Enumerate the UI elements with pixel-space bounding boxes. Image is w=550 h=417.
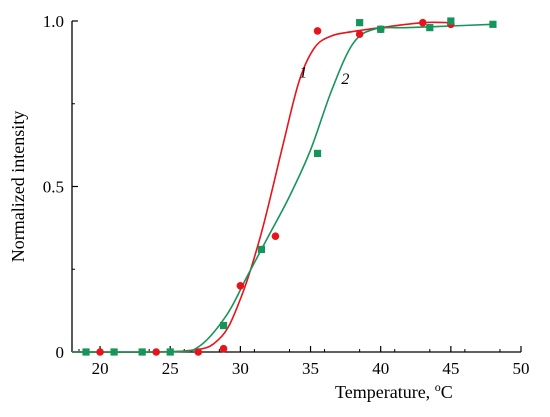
data-point-series-2: [426, 24, 434, 32]
data-point-series-1: [96, 348, 104, 356]
fit-curve-2: [71, 23, 493, 353]
x-tick-label: 35: [302, 359, 319, 378]
y-tick-label: 0.5: [43, 178, 64, 197]
data-point-series-1: [194, 348, 203, 356]
data-point-series-2: [377, 25, 385, 33]
data-point-series-1: [236, 282, 245, 290]
curve-label-1: 1: [299, 64, 307, 81]
data-point-series-2: [447, 17, 455, 25]
y-tick-label: 1.0: [43, 12, 64, 31]
data-point-series-2: [166, 348, 174, 356]
data-point-series-2: [82, 348, 90, 356]
data-point-series-2: [489, 20, 497, 28]
x-axis-title-unit: C: [441, 382, 453, 402]
curve-label-2: 2: [341, 71, 349, 88]
data-point-series-2: [138, 348, 146, 356]
data-point-series-2: [356, 19, 364, 27]
x-axis-title-text: Temperature,: [335, 382, 435, 402]
x-tick-label: 50: [513, 359, 530, 378]
x-tick-label: 40: [372, 359, 389, 378]
fit-curve-1: [71, 21, 451, 354]
data-point-series-2: [110, 348, 118, 356]
y-tick-label: 0: [56, 343, 65, 362]
data-point-series-2: [219, 321, 228, 330]
data-point-series-1: [152, 348, 160, 356]
x-axis-title-sup: o: [435, 380, 441, 394]
data-point-series-1: [313, 27, 322, 35]
x-tick-label: 20: [92, 359, 109, 378]
data-point-series-2: [257, 245, 266, 253]
data-point-series-1: [418, 18, 427, 27]
data-point-series-1: [219, 344, 228, 353]
x-axis-title: Temperature, oC: [335, 380, 453, 402]
y-axis-title: Normalized intensity: [8, 111, 28, 262]
data-point-series-1: [271, 232, 280, 240]
plot-area: 20 25 30 35 40 45 50 0 0.5 1.0: [43, 12, 530, 378]
data-point-series-2: [313, 149, 322, 157]
x-tick-label: 45: [442, 359, 459, 378]
x-tick-label: 30: [232, 359, 249, 378]
data-point-series-1: [355, 30, 364, 39]
x-tick-label: 25: [162, 359, 179, 378]
